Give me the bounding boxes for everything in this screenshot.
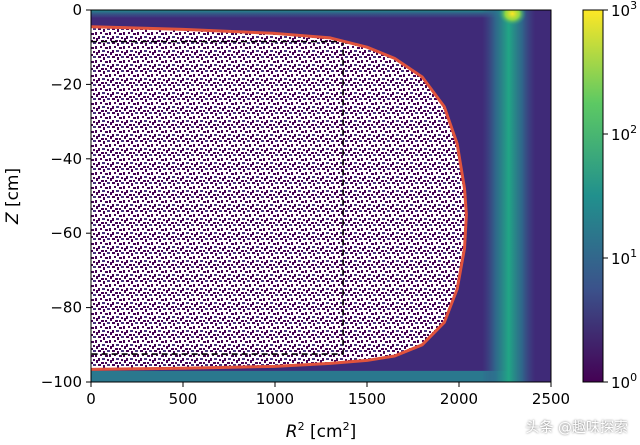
x-tick-label: 500 bbox=[169, 390, 198, 408]
colorbar-tick-label: 100 bbox=[611, 371, 637, 392]
x-tick-label: 2500 bbox=[532, 390, 570, 408]
axis-ticks: 0 500 1000 1500 2000 2500 0 −20 −40 −60 −80 −100 bbox=[41, 1, 570, 408]
top-edge-density bbox=[91, 10, 509, 18]
plot-area bbox=[91, 10, 551, 382]
colorbar-tick-label: 103 bbox=[611, 0, 637, 20]
y-tick-label: −100 bbox=[41, 373, 82, 391]
y-tick-label: −60 bbox=[50, 224, 82, 242]
colorbar-tick-label: 101 bbox=[611, 247, 637, 268]
bottom-edge-density bbox=[91, 370, 509, 382]
colorbar-gradient bbox=[582, 9, 604, 383]
plot-frame bbox=[90, 9, 552, 383]
sparse-interior-region bbox=[91, 26, 467, 370]
x-tick-label: 1500 bbox=[348, 390, 386, 408]
y-tick-label: −80 bbox=[50, 299, 82, 317]
y-axis-label: Z [cm] bbox=[3, 168, 23, 225]
x-tick-label: 2000 bbox=[440, 390, 478, 408]
red-boundary-curve bbox=[91, 25, 468, 371]
x-tick-label: 0 bbox=[86, 390, 96, 408]
density-hotspot bbox=[498, 10, 527, 26]
curves bbox=[91, 25, 468, 371]
y-tick-label: −40 bbox=[50, 150, 82, 168]
colorbar-ticks: 100 101 102 103 bbox=[603, 0, 637, 392]
y-tick-label: −20 bbox=[50, 75, 82, 93]
y-tick-label: 0 bbox=[72, 1, 82, 19]
x-tick-label: 1000 bbox=[256, 390, 294, 408]
black-dashed-box bbox=[91, 40, 344, 355]
watermark: 头条 @趣味探索 bbox=[525, 420, 628, 436]
colorbar: 100 101 102 103 bbox=[582, 0, 637, 392]
high-density-band bbox=[482, 10, 536, 382]
colorbar-tick-label: 102 bbox=[611, 123, 637, 144]
x-axis-label: R2 [cm2] bbox=[286, 420, 356, 442]
